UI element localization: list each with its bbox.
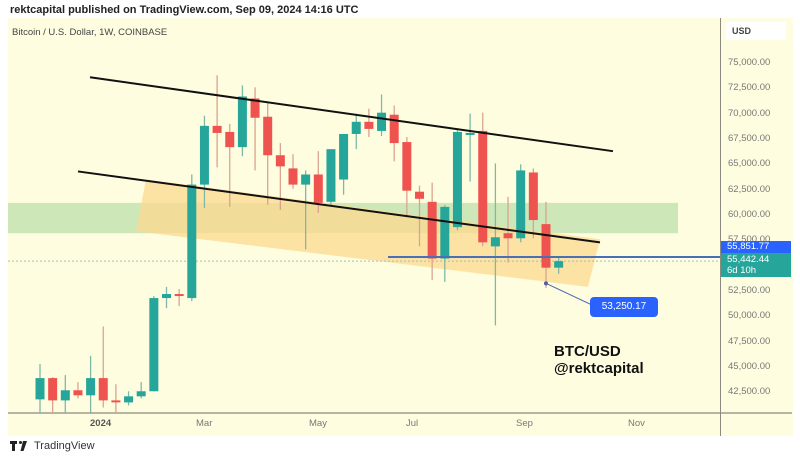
channel-bottom-trendline [77, 170, 601, 244]
y-tick-label: 60,000.00 [728, 209, 771, 220]
candle-body [402, 142, 412, 191]
candle-body [427, 201, 437, 259]
candle-body [465, 132, 475, 135]
candle-body [263, 116, 273, 156]
candle-body [199, 125, 209, 185]
candle-body [339, 133, 349, 180]
candle-body [490, 237, 500, 247]
candle-body [351, 121, 361, 134]
y-tick-label: 65,000.00 [728, 158, 771, 170]
note-symbol: BTC/USD [554, 343, 621, 360]
candle-body [73, 390, 83, 396]
orange-range-box [136, 179, 600, 287]
y-tick-label: 42,500.00 [728, 386, 771, 398]
y-tick-label: 75,000.00 [728, 57, 771, 69]
candle-body [528, 172, 538, 221]
candle-body [326, 149, 336, 202]
currency-button[interactable]: USD [726, 22, 786, 40]
y-tick-label: 52,500.00 [728, 284, 771, 296]
x-tick-label: Jul [406, 418, 419, 429]
candle-body [503, 233, 513, 239]
candle-body [440, 206, 450, 259]
candle-body [275, 155, 285, 167]
chart-annotation: BTC/USD @rektcapital [554, 343, 644, 377]
candle-body [301, 174, 311, 185]
candle-body [98, 378, 108, 401]
y-tick-label: 62,500.00 [728, 183, 771, 195]
candle-body [136, 391, 146, 397]
candle-body [187, 184, 197, 299]
y-tick-label: 72,500.00 [728, 82, 771, 94]
symbol-title: Bitcoin / U.S. Dollar, 1W, COINBASE [12, 27, 168, 38]
candle-body [225, 131, 235, 148]
candle-body [541, 224, 551, 268]
tradingview-brand[interactable]: TradingView [10, 440, 95, 452]
candle-body [35, 378, 45, 400]
y-tick-label: 67,500.00 [728, 133, 771, 145]
candle-body [250, 98, 260, 118]
candle-body [174, 294, 184, 297]
candle-body [111, 400, 121, 403]
y-tick-label: 45,000.00 [728, 360, 771, 372]
candle-body [452, 131, 462, 228]
published-header: rektcapital published on TradingView.com… [10, 4, 359, 16]
candle-body [415, 191, 424, 199]
candle-body [124, 396, 134, 403]
low-price-callout[interactable]: 53,250.17 [590, 297, 658, 317]
callout-connector [545, 282, 593, 306]
y-tick-label: 50,000.00 [728, 310, 771, 322]
x-tick-label: May [309, 418, 327, 429]
candle-body [364, 121, 374, 129]
candle-body [288, 168, 298, 185]
candle-body [237, 96, 247, 148]
candle-body [162, 294, 171, 299]
y-tick-label: 70,000.00 [728, 107, 771, 119]
last-price-value: 55,442.44 [727, 254, 770, 265]
x-tick-label: Sep [516, 418, 533, 429]
bar-countdown: 6d 10h [727, 265, 757, 276]
channel-top-trendline [89, 76, 614, 153]
candle-body [60, 390, 70, 401]
candle-body [478, 130, 488, 243]
candle-body [86, 378, 96, 396]
line-price-label: 55,851.77 [721, 241, 791, 253]
candle-body [149, 298, 159, 392]
x-tick-label: 2024 [90, 418, 112, 429]
tradingview-logo-icon [10, 441, 27, 451]
candle-body [212, 125, 222, 133]
x-tick-label: Nov [628, 418, 645, 429]
y-tick-label: 47,500.00 [728, 335, 771, 347]
brand-name: TradingView [34, 440, 95, 452]
candle-body [389, 114, 399, 144]
candle-body [377, 112, 387, 131]
x-tick-label: Mar [196, 418, 213, 429]
candle-body [554, 261, 564, 268]
last-price-label: 55,442.44 6d 10h [721, 253, 791, 277]
note-author: @rektcapital [554, 360, 644, 377]
price-axis[interactable] [720, 18, 793, 436]
candle-body [516, 170, 526, 239]
candle-body [48, 378, 58, 401]
y-tick-label: 57,500.00 [728, 234, 771, 246]
candle-body [313, 174, 323, 203]
